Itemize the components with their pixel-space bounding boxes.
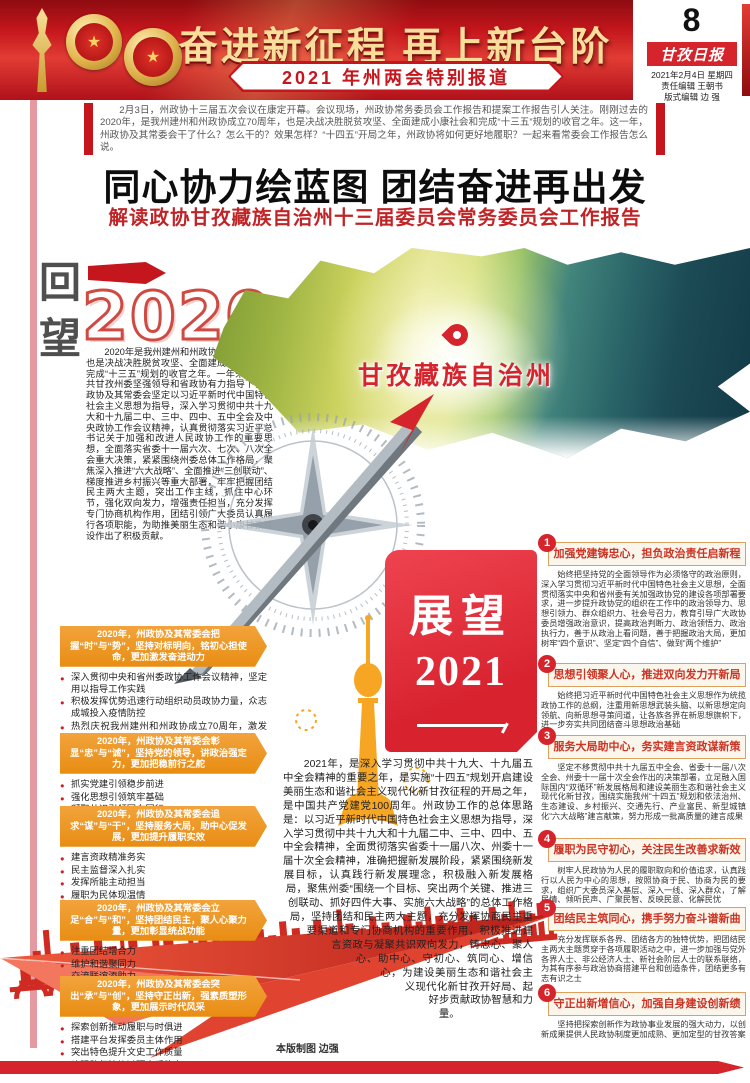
item-number-badge: 1 xyxy=(538,534,556,552)
item-title: 履职为民守初心，关注民生改善求新效 xyxy=(548,838,746,862)
list-item: ● 履职为民体现温情 xyxy=(60,890,146,902)
bullet-dot-icon: ● xyxy=(60,960,65,970)
item-number-badge: 2 xyxy=(538,655,556,673)
outlook-item-2: 2 思想引领聚人心，推进双向发力开新局 始终把习近平新时代中国特色社会主义思想作… xyxy=(538,655,746,730)
editor-line-2: 版式编辑 边 强 xyxy=(664,92,720,102)
review-section-1: 2020年，州政协及其常委会把握“时”与“势”，坚持对标明向，铭初心担使命，更加… xyxy=(60,626,267,746)
map-glow xyxy=(368,298,544,424)
list-item: ● 发挥所能主动担当 xyxy=(60,877,146,889)
outlook-item-5: 5 团结民主筑同心，携手努力奋斗谱新曲 充分发挥联系各界、团结各方的独特优势，把… xyxy=(538,899,746,984)
arrow-flag-icon xyxy=(88,262,166,284)
outlook-year: 2021 xyxy=(415,649,507,695)
outlook-item-4: 4 履职为民守初心，关注民生改善求新效 树牢人民政协为人民的履职取向和价值追求，… xyxy=(538,830,746,905)
item-title: 服务大局助中心，务实建言资政谋新策 xyxy=(548,735,746,759)
bullet-dot-icon: ● xyxy=(60,853,65,863)
list-item: ● 突出特色提升文史工作质量 xyxy=(60,1047,183,1059)
intro-quote-bar-right xyxy=(656,103,665,155)
bullet-dot-icon: ● xyxy=(60,780,65,790)
compass-icon xyxy=(201,413,425,637)
banner-badge-label: 2021 年州两会特别报道 xyxy=(231,64,562,90)
masthead-logo: 甘孜日报 xyxy=(647,42,737,66)
list-item: ● 搭建平台发挥委员主体作用 xyxy=(60,1034,183,1046)
section-header: 2020年，州政协及其常委会追求“谋”与“干”，坚持服务大局，助中心促发展，更加… xyxy=(60,806,267,847)
item-body: 坚定不移贯彻中共十九届五中全会、省委十一届八次全会、州委十一届十次全会作出的决策… xyxy=(541,763,746,821)
section-header: 2020年，州政协及其常委会彰显“忠”与“诚”，坚持党的领导，讲政治强定力，更加… xyxy=(60,733,267,774)
list-item: ● 积极发挥优势迅速行动组织动员政协力量，众志成城投入疫情防控 xyxy=(60,696,267,719)
list-item: ● 维护和谐聚同力 xyxy=(60,958,137,970)
date-line: 2021年2月4日 星期四 xyxy=(651,70,733,80)
intro-quote-bar-left xyxy=(84,103,93,155)
sub-headline: 解读政协甘孜藏族自治州十三届委员会常务委员会工作报告 xyxy=(108,207,642,229)
left-accent-strip xyxy=(30,100,37,1048)
item-title: 思想引领聚人心，推进双向发力开新局 xyxy=(548,663,746,687)
outlook-label: 展望 xyxy=(409,592,513,641)
bullet-dot-icon: ● xyxy=(60,947,65,957)
bullet-dot-icon: ● xyxy=(60,673,65,683)
outlook-item-1: 1 加强党建铸忠心，担负政治责任启新程 始终把坚持党的全面领导作为必须恪守的政治… xyxy=(538,534,746,648)
outlook-book: 展望 2021 xyxy=(385,550,537,752)
main-headline: 同心协力绘蓝图 团结奋进再出发 xyxy=(103,167,647,208)
item-title: 加强党建铸忠心，担负政治责任启新程 xyxy=(548,542,746,566)
list-item: ● 探索创新推动履职与时俱进 xyxy=(60,1021,183,1033)
item-number-badge: 6 xyxy=(538,984,556,1002)
list-item: ● 注重团结增合力 xyxy=(60,945,137,957)
bullet-dot-icon: ● xyxy=(60,722,65,732)
banner-badge: 2021 年州两会特别报道 xyxy=(228,61,564,92)
editor-line-1: 责任编辑 王朝书 xyxy=(661,81,723,91)
masthead-panel: 8 甘孜日报 2021年2月4日 星期四 责任编辑 王朝书 版式编辑 边 强 xyxy=(633,0,750,103)
list-item: ● 抓实党建引领稳步前进 xyxy=(60,778,164,790)
bottom-rule xyxy=(0,1061,744,1074)
review-section-5: 2020年，州政协及其常委会突出“承”与“创”，坚持守正出新，强素质塑形象，更加… xyxy=(60,976,267,1073)
bullet-dot-icon: ● xyxy=(60,1023,65,1033)
item-title: 团结民主筑同心，携手努力奋斗谱新曲 xyxy=(548,907,746,931)
item-body: 始终把习近平新时代中国特色社会主义思想作为统揽政协工作的总纲，注重用新思想武装头… xyxy=(541,691,746,730)
graphics-credit: 本版制图 边强 xyxy=(276,1044,339,1055)
bullet-dot-icon: ● xyxy=(60,793,65,803)
bullet-dot-icon: ● xyxy=(60,892,65,902)
bullet-dot-icon: ● xyxy=(60,866,65,876)
outlook-body: 2021年，是深入学习贯彻中共十九大、十九届五中全会精神的重要之年，是实施“十四… xyxy=(283,759,533,1021)
review-body: 2020年是我州建州和州政协成立70周年，也是决战决胜脱贫攻坚、全面建成小康社会… xyxy=(86,347,273,541)
section-header: 2020年，州政协及其常委会把握“时”与“势”，坚持对标明向，铭初心担使命，更加… xyxy=(60,626,267,667)
intro-paragraph: 2月3日，州政协十三届五次会议在康定开幕。会议现场，州政协常务委员会工作报告和提… xyxy=(100,105,648,154)
cppcc-emblem-icon: ★ xyxy=(124,28,182,86)
edge-ribbon xyxy=(742,4,750,96)
national-emblem-icon: ★ xyxy=(66,14,122,70)
bullet-dot-icon: ● xyxy=(60,879,65,889)
item-body: 始终把坚持党的全面领导作为必须恪守的政治原则，深入学习贯彻习近平新时代中国特色社… xyxy=(541,570,746,648)
page-number: 8 xyxy=(682,2,701,38)
item-body: 充分发挥联系各界、团结各方的独特优势，把团结民主两大主题贯穿于各项履职活动之中，… xyxy=(541,935,746,984)
tower-icon xyxy=(295,615,445,826)
item-body: 树牢人民政协为人民的履职取向和价值追求，认真践行以人民为中心的思想，按照协商于民… xyxy=(541,866,746,905)
list-item: ● 强化思想引领筑牢基础 xyxy=(60,791,164,803)
item-title: 守正出新增信心，加强自身建设创新绩 xyxy=(548,992,746,1016)
review-section-label: 回 望 xyxy=(38,261,81,363)
huabiao-statue-icon xyxy=(32,8,52,92)
item-number-badge: 5 xyxy=(538,899,556,917)
item-number-badge: 3 xyxy=(538,727,556,745)
underline-hook xyxy=(417,712,505,727)
section-header: 2020年，州政协及其常委会突出“承”与“创”，坚持守正出新，强素质塑形象，更加… xyxy=(60,976,267,1017)
outlook-item-3: 3 服务大局助中心，务实建言资政谋新策 坚定不移贯彻中共十九届五中全会、省委十一… xyxy=(538,727,746,822)
section-header: 2020年，州政协及其常委会立足“合”与“和”，坚持团结民主，聚人心聚力量，更加… xyxy=(60,900,267,941)
needle-arrow-icon xyxy=(174,394,434,684)
list-item: ● 建言资政精准务实 xyxy=(60,851,146,863)
item-body: 坚持把探索创新作为政协事业发展的强大动力，以创新成果提供人民政协制度更加成熟、更… xyxy=(541,1020,746,1039)
review-section-4: 2020年，州政协及其常委会立足“合”与“和”，坚持团结民主，聚人心聚力量，更加… xyxy=(60,900,267,984)
map-label: 甘孜藏族自治州 xyxy=(358,362,555,390)
bullet-dot-icon: ● xyxy=(60,1036,65,1046)
paper-info: 2021年2月4日 星期四 责任编辑 王朝书 版式编辑 边 强 xyxy=(635,70,749,103)
outlook-body-block: 2021年，是深入学习贯彻中共十九大、十九届五中全会精神的重要之年，是实施“十四… xyxy=(283,758,533,1070)
review-section-2: 2020年，州政协及其常委会彰显“忠”与“诚”，坚持党的领导，讲政治强定力，更加… xyxy=(60,733,267,817)
outlook-item-6: 6 守正出新增信心，加强自身建设创新绩 坚持把探索创新作为政协事业发展的强大动力… xyxy=(538,984,746,1040)
item-number-badge: 4 xyxy=(538,830,556,848)
bullet-dot-icon: ● xyxy=(60,698,65,708)
list-item: ● 民主监督深入扎实 xyxy=(60,864,146,876)
banner: ★ ★ 奋进新征程 再上新台阶 2021 年州两会特别报道 xyxy=(0,0,633,100)
list-item: ● 深入贯彻中央和省州委政协工作会议精神，坚定用以指导工作实践 xyxy=(60,671,267,694)
bullet-dot-icon: ● xyxy=(60,1049,65,1059)
